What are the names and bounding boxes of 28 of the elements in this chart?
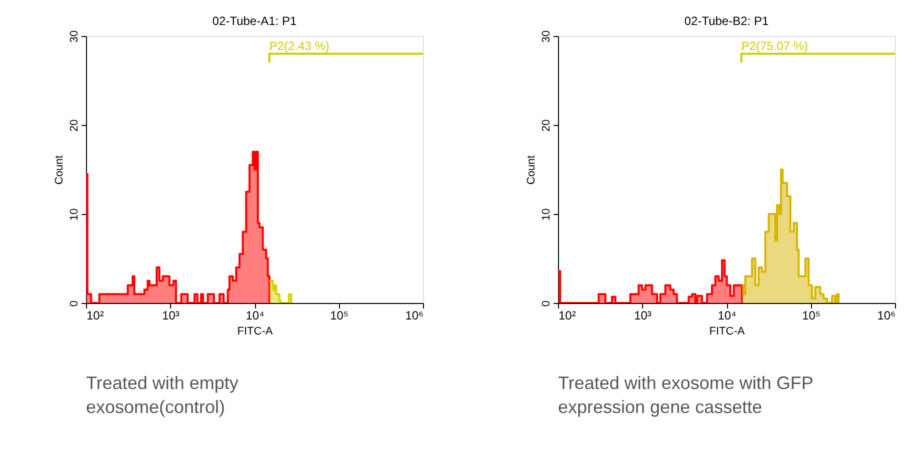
y-tick-label: 30 xyxy=(68,30,80,43)
x-tick-label: 10⁵ xyxy=(330,308,348,322)
text: Treated with empty exosome(control) xyxy=(86,373,238,417)
y-tick-label: 30 xyxy=(540,30,552,43)
text: Treated with exosome with GFP expression gene cassette xyxy=(558,373,814,417)
x-tick-label: 10⁴ xyxy=(718,308,736,322)
x-tick-label: 10² xyxy=(86,308,104,322)
y-tick-label: 0 xyxy=(540,300,552,307)
x-tick-label: 10³ xyxy=(634,308,652,322)
y-tick-label: 10 xyxy=(68,208,80,221)
x-tick-label: 10² xyxy=(558,308,576,322)
chart-title: 02-Tube-B2: P1 xyxy=(684,14,769,28)
annotation: P2(75.07 %) xyxy=(741,38,808,53)
y-tick-label: 10 xyxy=(540,208,552,221)
y-axis-title: Count xyxy=(526,155,538,185)
x-axis-title: FITC-A xyxy=(237,326,274,338)
y-axis-title: Count xyxy=(54,155,66,185)
x-tick-label: 10⁶ xyxy=(405,308,424,322)
annotation: P2(2.43 %) xyxy=(269,38,330,53)
chart-title: 02-Tube-A1: P1 xyxy=(212,14,297,28)
x-tick-label: 10³ xyxy=(162,308,180,322)
y-tick-label: 0 xyxy=(68,300,80,307)
x-tick-label: 10⁶ xyxy=(877,308,896,322)
y-tick-label: 20 xyxy=(68,119,80,132)
x-axis-title: FITC-A xyxy=(709,326,746,338)
y-tick-label: 20 xyxy=(540,119,552,132)
x-tick-label: 10⁵ xyxy=(802,308,820,322)
x-tick-label: 10⁴ xyxy=(246,308,264,322)
